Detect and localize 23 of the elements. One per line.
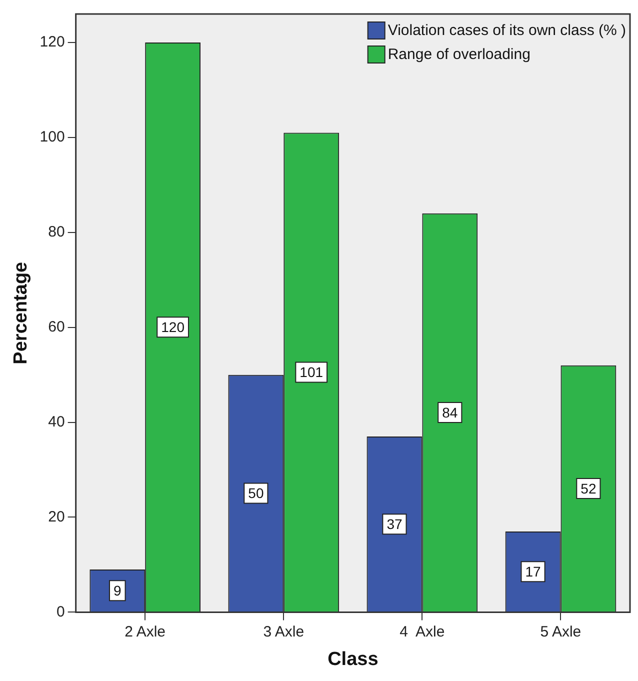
legend-label: Range of overloading: [388, 46, 530, 64]
data-label: 120: [161, 318, 185, 335]
x-tick-label: 5 Axle: [540, 623, 582, 640]
data-label: 9: [113, 582, 122, 598]
x-tick-label: 4 Axle: [400, 623, 445, 640]
data-label: 17: [525, 563, 542, 580]
y-axis-title: Percentage: [10, 262, 32, 364]
data-label: 101: [300, 364, 324, 380]
y-tick-label: 0: [56, 603, 65, 620]
data-label: 52: [580, 480, 596, 496]
y-tick-label: 80: [48, 224, 65, 241]
x-tick-label: 2 Axle: [124, 623, 166, 640]
data-label: 84: [442, 404, 458, 420]
y-tick-label: 120: [40, 34, 65, 51]
y-tick-label: 60: [48, 318, 65, 336]
legend-label: Violation cases of its own class (% ): [388, 22, 626, 40]
y-tick-label: 40: [48, 413, 65, 430]
data-label: 50: [248, 485, 264, 502]
x-axis-title: Class: [328, 648, 378, 670]
y-tick-label: 100: [40, 128, 65, 146]
data-label: 37: [386, 516, 402, 532]
y-tick-label: 20: [48, 508, 65, 526]
x-tick-label: 3 Axle: [263, 623, 304, 640]
